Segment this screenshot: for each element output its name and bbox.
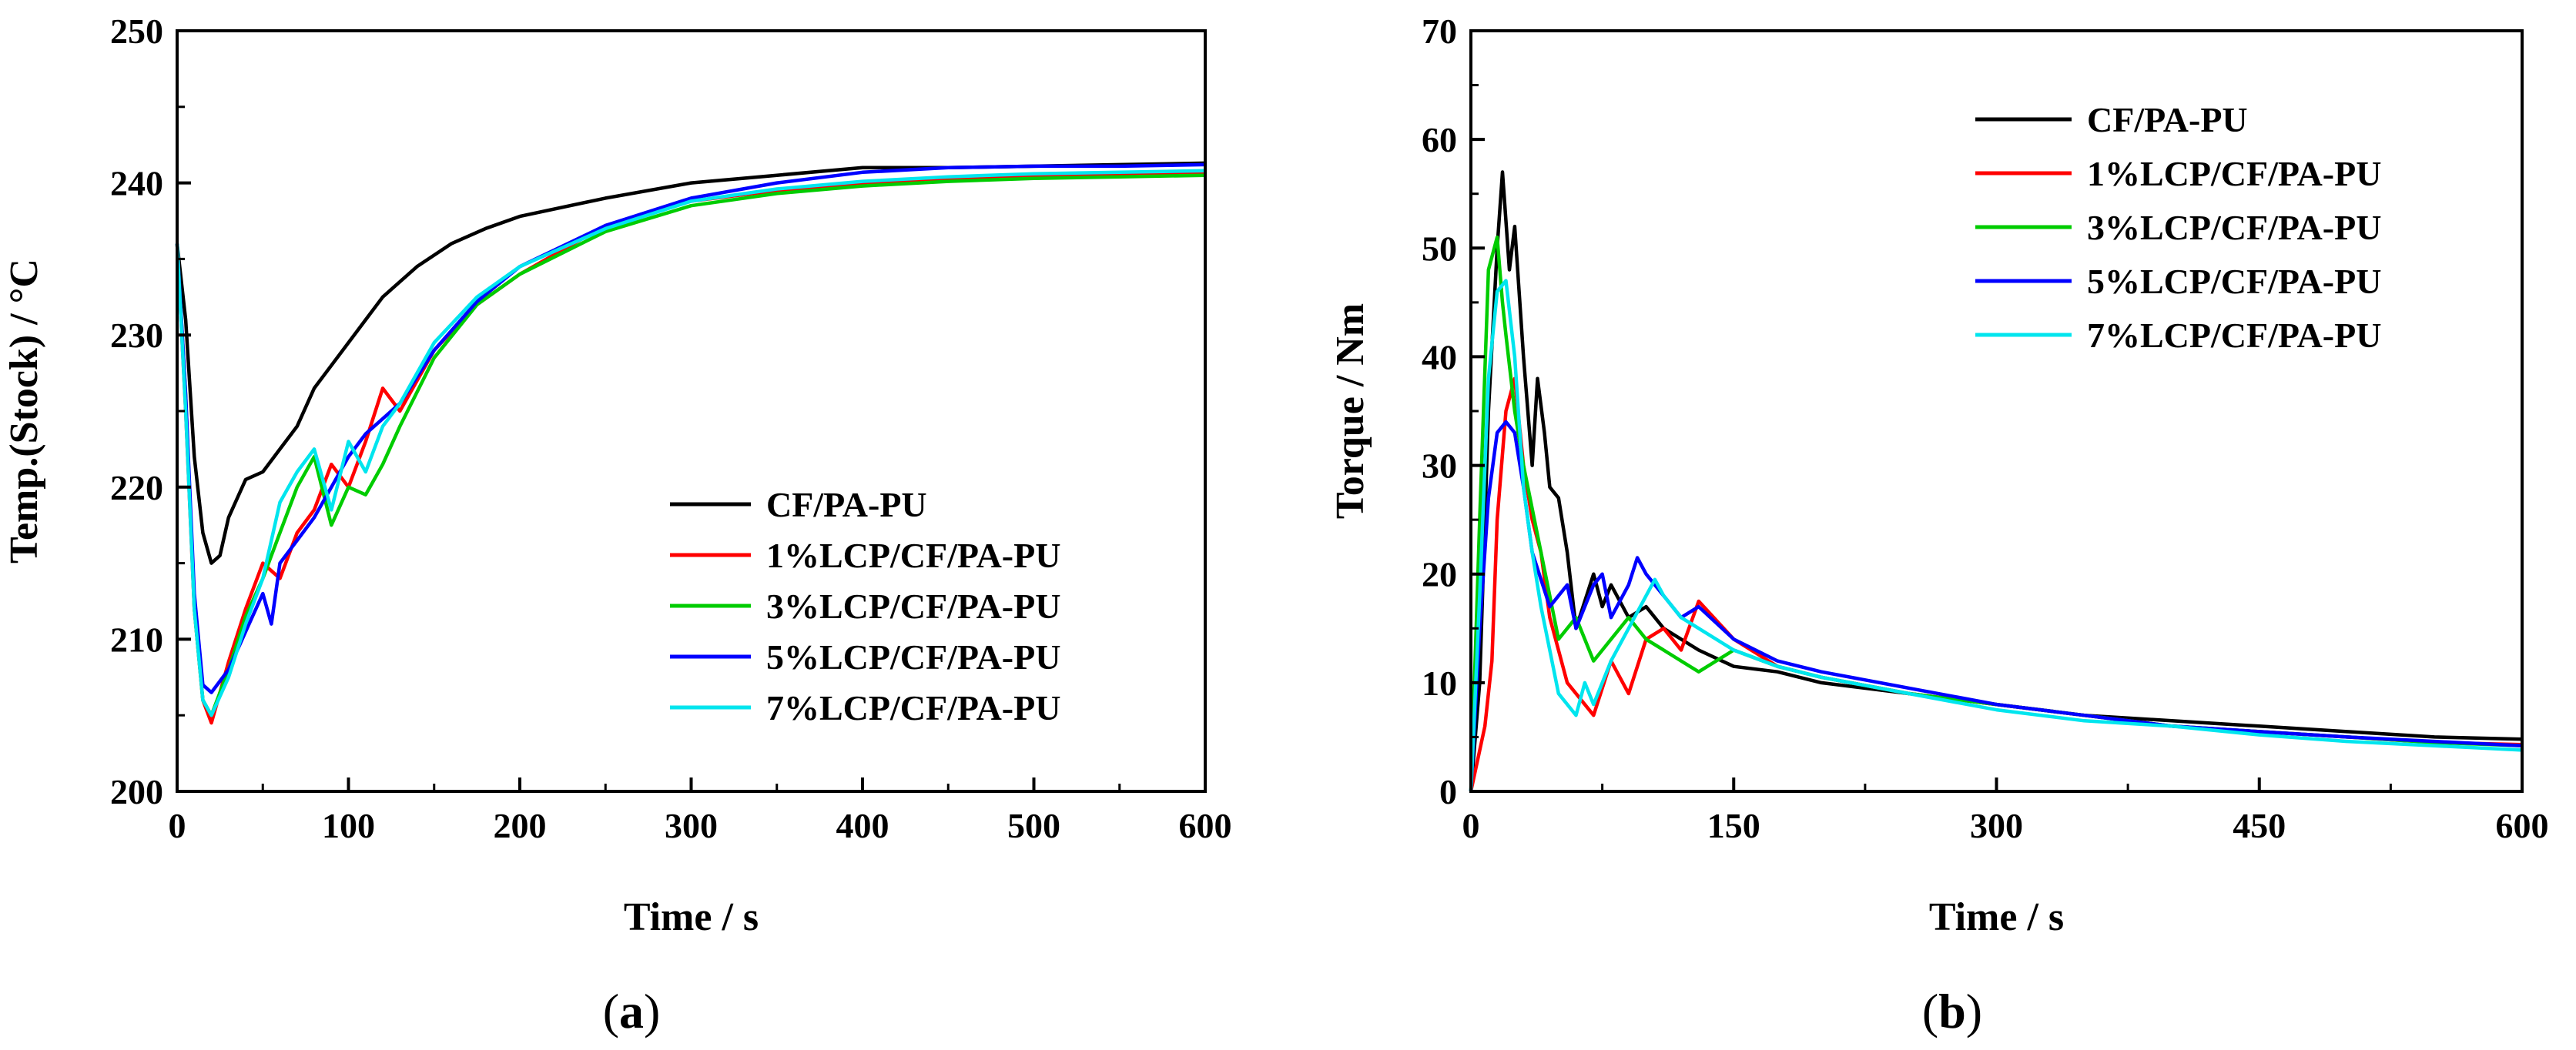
panel-label-b: (b): [1922, 984, 1982, 1038]
y-tick-label-b-4: 40: [1422, 337, 1457, 376]
legend-label-a-0: CF/PA-PU: [766, 485, 927, 524]
x-tick-label-a-4: 400: [836, 806, 889, 845]
x-tick-label-b-2: 300: [1970, 806, 2023, 845]
chart-panel-a: 0 100 200 300 400 500 600 200 210 220 230 240 250 Tim…: [2, 12, 1232, 939]
series-line-a-2: [175, 173, 1206, 717]
legend-label-b-1: 1%LCP/CF/PA-PU: [2087, 154, 2381, 193]
x-tick-label-a-1: 100: [322, 806, 375, 845]
y-tick-label-b-3: 30: [1422, 446, 1457, 486]
x-tick-label-a-5: 500: [1007, 806, 1060, 845]
legend-label-a-4: 7%LCP/CF/PA-PU: [766, 688, 1060, 727]
y-tick-label-b-6: 60: [1422, 120, 1457, 159]
x-axis-label-b: Time / s: [1929, 895, 2064, 939]
x-tick-label-b-1: 150: [1707, 806, 1760, 845]
y-tick-label-a-4: 240: [110, 164, 163, 203]
series-line-b-4: [1469, 279, 2523, 792]
y-axis-label-b: Torque / Nm: [1328, 303, 1372, 519]
x-tick-label-a-2: 200: [494, 806, 547, 845]
y-tick-label-a-0: 200: [110, 772, 163, 811]
series-line-b-3: [1469, 420, 2523, 792]
chart-panel-b: 0 150 300 450 600 0 10 20 30 40 50 60 70 Time / s Torq…: [1328, 12, 2549, 939]
x-axis-label-a: Time / s: [624, 895, 759, 939]
legend-label-b-2: 3%LCP/CF/PA-PU: [2087, 208, 2381, 247]
x-tick-label-b-4: 600: [2496, 806, 2549, 845]
legend-label-a-2: 3%LCP/CF/PA-PU: [766, 587, 1060, 626]
x-tick-label-b-0: 0: [1462, 806, 1480, 845]
y-tick-label-b-2: 20: [1422, 555, 1457, 594]
plot-frame-b: [1469, 29, 2524, 793]
y-axis-label-a: Temp.(Stock) / °C: [2, 259, 46, 563]
legend-label-b-0: CF/PA-PU: [2087, 100, 2248, 139]
y-tick-label-a-3: 230: [110, 316, 163, 355]
y-tick-label-b-0: 0: [1439, 772, 1457, 811]
x-tick-label-b-3: 450: [2233, 806, 2286, 845]
x-tick-label-a-3: 300: [665, 806, 718, 845]
panel-label-a: (a): [603, 984, 661, 1038]
series-line-a-3: [175, 162, 1206, 694]
plot-frame-a: [176, 29, 1207, 793]
x-tick-label-a-6: 600: [1179, 806, 1232, 845]
series-line-a-4: [175, 169, 1206, 717]
y-tick-label-b-1: 10: [1422, 664, 1457, 703]
legend-label-b-3: 5%LCP/CF/PA-PU: [2087, 262, 2381, 301]
legend-label-b-4: 7%LCP/CF/PA-PU: [2087, 316, 2381, 355]
legend-label-a-3: 5%LCP/CF/PA-PU: [766, 637, 1060, 677]
series-line-a-0: [175, 161, 1206, 565]
y-tick-label-a-5: 250: [110, 12, 163, 51]
y-tick-label-b-5: 50: [1422, 229, 1457, 268]
y-tick-label-a-1: 210: [110, 620, 163, 659]
x-tick-label-a-0: 0: [169, 806, 186, 845]
y-tick-label-a-2: 220: [110, 468, 163, 507]
y-tick-label-b-7: 70: [1422, 12, 1457, 51]
legend-label-a-1: 1%LCP/CF/PA-PU: [766, 536, 1060, 575]
